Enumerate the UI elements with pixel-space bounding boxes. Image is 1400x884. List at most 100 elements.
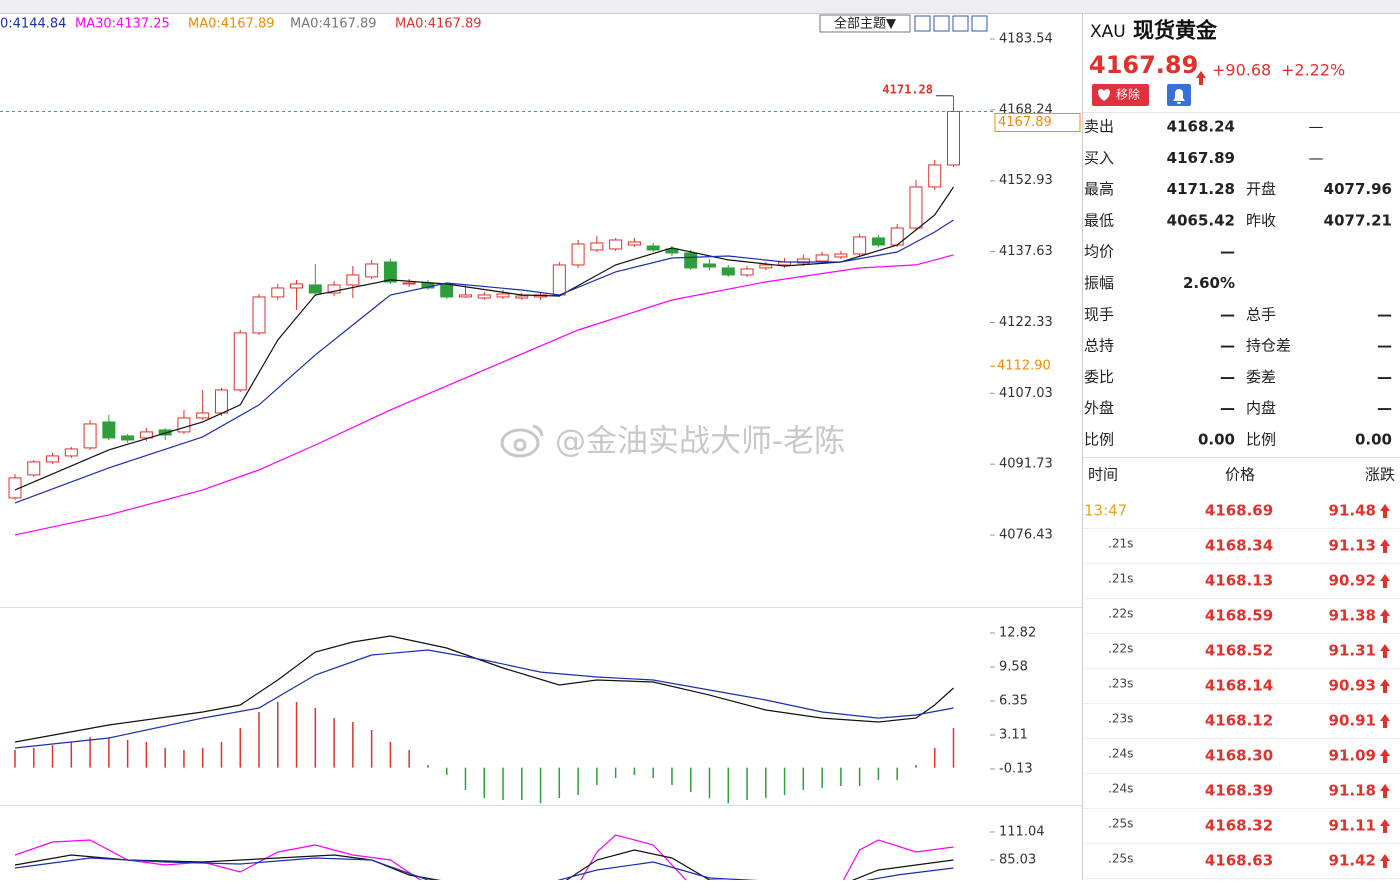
watermark: @金油实战大师-老陈 <box>555 424 845 460</box>
candle-body <box>346 274 360 286</box>
plot-area <box>14 635 955 804</box>
quote-label: 振幅 <box>1084 274 1114 292</box>
legend-entry: MA0:4167.89 <box>290 17 377 32</box>
quote-value: — <box>1220 243 1235 261</box>
trade-price: 4168.30 <box>1205 747 1273 765</box>
candle-body <box>402 282 416 285</box>
candle-body <box>177 417 191 433</box>
quote-label: 持仓差 <box>1246 337 1291 355</box>
y-tick-label: 12.82 <box>999 625 1036 640</box>
trade-time: .21s <box>1108 537 1133 551</box>
up-arrow-icon <box>1380 609 1390 623</box>
trade-price: 4168.39 <box>1205 782 1273 800</box>
trade-price: 4168.69 <box>1205 502 1273 520</box>
trade-change: 91.38 <box>1329 607 1376 625</box>
trades-header: 价格 <box>1225 466 1255 484</box>
legend-entry: MA0:4167.89 <box>395 17 482 32</box>
y-tick-label: 9.58 <box>999 660 1028 675</box>
quote-label: 现手 <box>1084 305 1114 323</box>
candle-body <box>477 294 491 299</box>
candle-body <box>947 110 960 166</box>
quote-value: — <box>1377 399 1392 417</box>
candle-body <box>290 283 304 289</box>
candle-body <box>665 248 679 254</box>
theme-button-label[interactable]: 全部主题▼ <box>834 16 896 32</box>
legend-entry: 0:4144.84 <box>0 17 66 32</box>
legend-entry: MA0:4167.89 <box>188 17 275 32</box>
trade-time: .22s <box>1108 607 1133 621</box>
candle-body <box>815 254 829 262</box>
up-arrow-icon <box>1380 819 1390 833</box>
panel-icons[interactable] <box>914 15 988 32</box>
quote-label: 委差 <box>1246 368 1276 386</box>
quote-label: 最高 <box>1084 180 1114 198</box>
quote-label: 外盘 <box>1084 399 1114 417</box>
candle-body <box>308 284 322 294</box>
y-tick-label: 111.04 <box>999 824 1045 839</box>
trade-price: 4168.63 <box>1205 852 1273 870</box>
candle-body <box>702 263 716 268</box>
marker-bg <box>995 357 1057 376</box>
quote-value: 4171.28 <box>1167 180 1235 198</box>
quote-value: — <box>1377 337 1392 355</box>
up-arrow-icon <box>1380 644 1390 658</box>
y-tick-label: 3.11 <box>999 727 1028 742</box>
candle-body <box>890 227 904 246</box>
trades-header: 涨跌 <box>1365 466 1395 484</box>
last-price: 4167.89 <box>1089 51 1198 79</box>
trade-time: 13:47 <box>1084 502 1127 520</box>
quote-label: 昨收 <box>1246 211 1276 229</box>
trade-change: 90.91 <box>1329 712 1376 730</box>
y-tick-label: 4152.93 <box>999 173 1053 188</box>
up-arrow-icon <box>1380 504 1390 518</box>
up-arrow-icon <box>1380 854 1390 868</box>
candle-body <box>383 261 397 283</box>
change: +90.68 <box>1212 61 1271 80</box>
trade-change: 91.42 <box>1329 852 1376 870</box>
quote-value: — <box>1377 368 1392 386</box>
trade-time: .24s <box>1108 782 1133 796</box>
last-price-box <box>994 112 1081 132</box>
quote-value: — <box>1220 305 1235 323</box>
quote-value: — <box>1220 368 1235 386</box>
candle-body <box>64 448 78 457</box>
last-price-label: 4167.89 <box>998 115 1052 130</box>
trade-time: .22s <box>1108 642 1133 656</box>
y-tick-label: -0.13 <box>999 761 1033 776</box>
quote-value: 4168.24 <box>1167 118 1235 136</box>
up-arrow-icon <box>1380 574 1390 588</box>
quote-label: 最低 <box>1084 211 1114 229</box>
candle-body <box>552 264 566 296</box>
quote-label: 总持 <box>1084 337 1114 355</box>
candle-body <box>721 267 735 276</box>
indicator-line <box>14 649 954 749</box>
theme-button[interactable] <box>819 14 911 33</box>
trade-change: 91.13 <box>1329 537 1376 555</box>
y-tick-label: 4122.33 <box>999 315 1053 330</box>
y-tick-label: 4107.03 <box>999 386 1053 401</box>
candle-body <box>909 186 923 229</box>
up-arrow-icon <box>1380 679 1390 693</box>
instrument-name: 现货黄金 <box>1133 18 1218 43</box>
quote-value: 0.00 <box>1355 431 1392 449</box>
candle-body <box>102 421 116 439</box>
trade-time: .25s <box>1108 852 1133 866</box>
bell-icon <box>1173 89 1185 104</box>
remove-button-label[interactable]: 移除 <box>1116 87 1140 102</box>
y-tick-label: 4091.73 <box>999 457 1053 472</box>
candle-body <box>214 389 228 414</box>
candle-body <box>684 252 698 269</box>
up-arrow-icon <box>1380 784 1390 798</box>
candle-body <box>46 455 60 463</box>
quote-label: 总手 <box>1246 305 1276 323</box>
quote-value: — <box>1377 305 1392 323</box>
trade-price: 4168.12 <box>1205 712 1273 730</box>
symbol: XAU <box>1090 22 1126 42</box>
trade-time: .21s <box>1108 572 1133 586</box>
indicator-line <box>14 254 954 536</box>
trade-price: 4168.52 <box>1205 642 1273 660</box>
top-toolbar <box>0 0 1400 13</box>
trade-change: 91.09 <box>1329 747 1376 765</box>
